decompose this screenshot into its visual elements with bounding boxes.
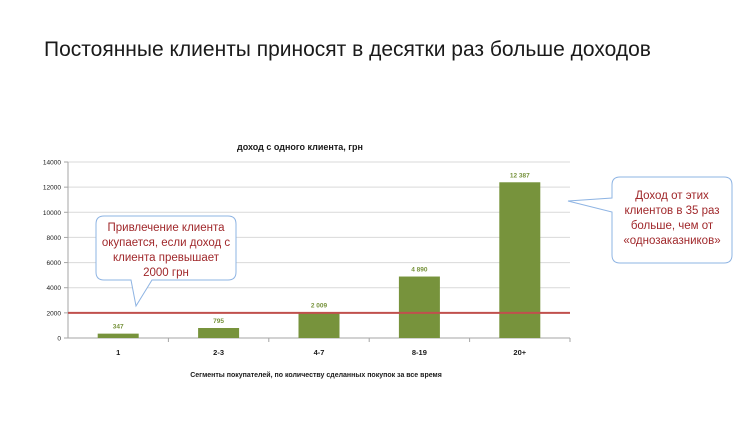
bar [398,276,440,338]
bar-value-label: 347 [113,324,124,331]
bar-value-label: 4 890 [411,267,428,274]
x-tick-label: 2-3 [213,348,224,357]
y-axis-ticks: 0 2000 4000 6000 8000 10000 12000 14000 [43,160,69,343]
callout-right-text: Доход от этих клиентов в 35 раз больше, … [623,190,721,247]
bar-value-label: 795 [213,318,224,325]
x-tick-label: 8-19 [412,348,427,357]
x-tick-label: 4-7 [314,348,325,357]
chart-title: доход с одного клиента, грн [237,142,363,152]
callout-left-shape [95,215,237,308]
y-tick-label: 0 [57,336,61,343]
bar [499,182,541,338]
value-labels: 347 795 2 009 4 890 12 387 [113,172,530,330]
bar-value-label: 2 009 [311,303,328,310]
callout-right-shape [567,176,733,264]
y-tick-label: 12000 [43,185,61,192]
y-tick-label: 4000 [47,285,62,292]
bar [298,312,340,338]
y-tick-label: 14000 [43,160,61,167]
x-axis-ticks: 1 2-3 4-7 8-19 20+ [116,338,571,357]
callout-left-text: Привлечение клиента окупается, если дохо… [101,222,231,279]
x-axis-label: Сегменты покупателей, по количеству сдел… [190,371,442,379]
slide-title: Постоянные клиенты приносят в десятки ра… [44,38,651,61]
y-tick-label: 10000 [43,210,61,217]
x-tick-label: 20+ [513,348,526,357]
y-tick-label: 8000 [47,235,62,242]
y-tick-label: 2000 [47,310,62,317]
x-tick-label: 1 [116,348,120,357]
bar [97,333,139,338]
bar-value-label: 12 387 [510,172,530,179]
bar [198,328,240,338]
y-tick-label: 6000 [47,260,62,267]
